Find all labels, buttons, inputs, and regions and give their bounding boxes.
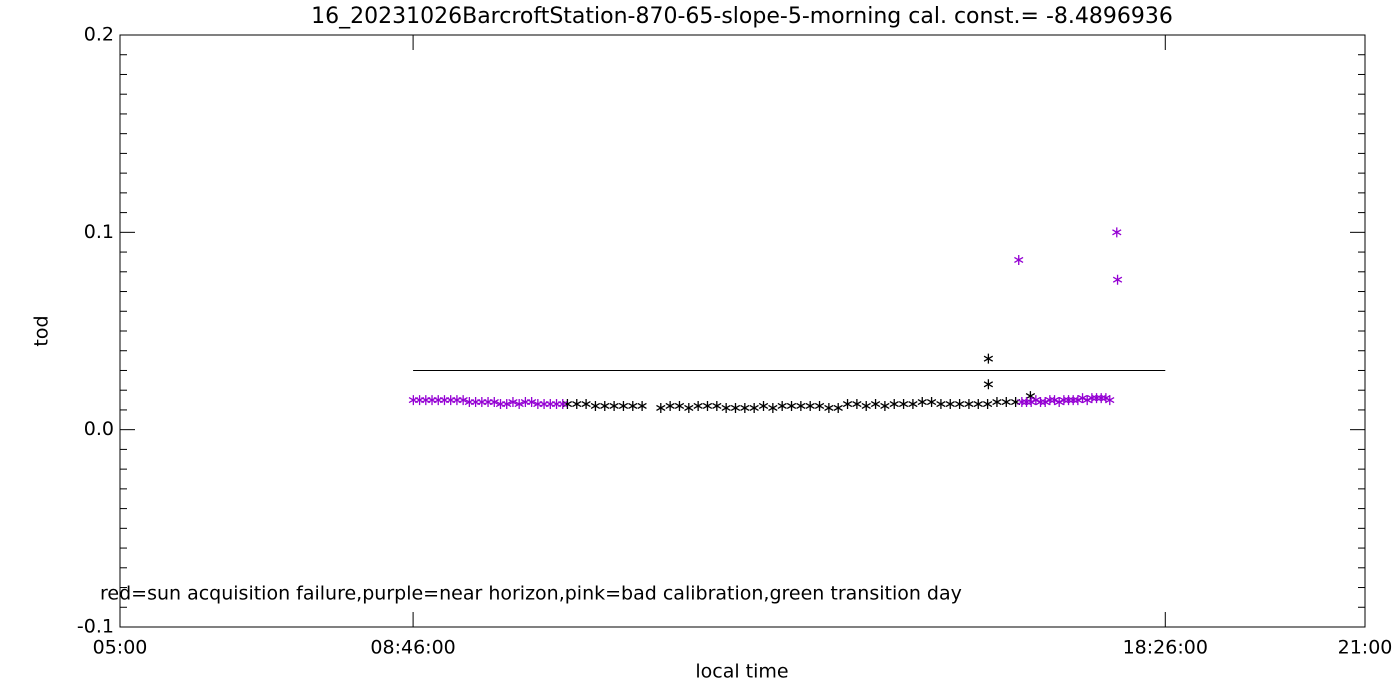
x-tick-label: 08:46:00 <box>370 637 455 659</box>
point <box>693 400 703 411</box>
point <box>665 400 675 411</box>
point <box>514 399 524 410</box>
point <box>796 400 806 411</box>
point <box>502 399 512 410</box>
point <box>954 399 965 410</box>
y-tick-label: 0.2 <box>84 24 114 46</box>
point <box>926 397 937 408</box>
point <box>983 353 994 364</box>
point <box>861 400 871 411</box>
point <box>945 399 955 410</box>
point <box>684 402 694 413</box>
point <box>637 400 647 411</box>
point <box>814 400 825 411</box>
point <box>917 397 927 408</box>
y-tick-label: -0.1 <box>77 616 114 638</box>
point <box>656 402 666 413</box>
point <box>609 400 619 411</box>
point <box>973 399 983 410</box>
point <box>749 402 759 413</box>
point <box>526 397 537 408</box>
point <box>628 400 638 411</box>
point <box>674 400 685 411</box>
point <box>898 399 909 410</box>
point <box>1001 397 1011 408</box>
y-tick-label: 0.0 <box>84 418 114 440</box>
point <box>908 399 918 410</box>
point <box>786 400 797 411</box>
point <box>712 400 722 411</box>
point <box>618 400 629 411</box>
point <box>558 399 568 410</box>
point <box>889 399 899 410</box>
point <box>458 395 468 406</box>
point <box>721 402 731 413</box>
chart-title: 16_20231026BarcroftStation-870-65-slope-… <box>311 4 1173 29</box>
point <box>1112 274 1123 285</box>
point <box>758 400 769 411</box>
x-tick-label: 05:00 <box>93 637 148 659</box>
x-tick-label: 21:00 <box>1338 637 1393 659</box>
point <box>489 397 499 408</box>
point <box>777 400 787 411</box>
point <box>600 400 610 411</box>
point <box>572 399 582 410</box>
point <box>936 399 946 410</box>
point <box>1105 395 1115 406</box>
point <box>833 402 843 413</box>
point <box>1014 254 1024 265</box>
y-axis-label: tod <box>31 315 53 346</box>
point <box>842 399 853 410</box>
point <box>870 399 881 410</box>
point <box>983 379 994 390</box>
x-tick-label: 18:26:00 <box>1123 637 1208 659</box>
point <box>768 402 778 413</box>
point <box>992 397 1002 408</box>
y-tick-label: 0.1 <box>84 221 114 243</box>
point <box>581 399 591 410</box>
annotation: red=sun acquisition failure,purple=near … <box>100 583 962 605</box>
point <box>740 402 750 413</box>
point <box>805 400 815 411</box>
point <box>590 400 601 411</box>
point <box>964 399 974 410</box>
point <box>1112 227 1122 238</box>
point <box>508 397 518 408</box>
point <box>880 400 890 411</box>
x-axis-label: local time <box>695 661 788 683</box>
point <box>702 400 713 411</box>
point <box>852 399 862 410</box>
point <box>824 402 834 413</box>
point <box>982 399 993 410</box>
point <box>730 402 741 413</box>
